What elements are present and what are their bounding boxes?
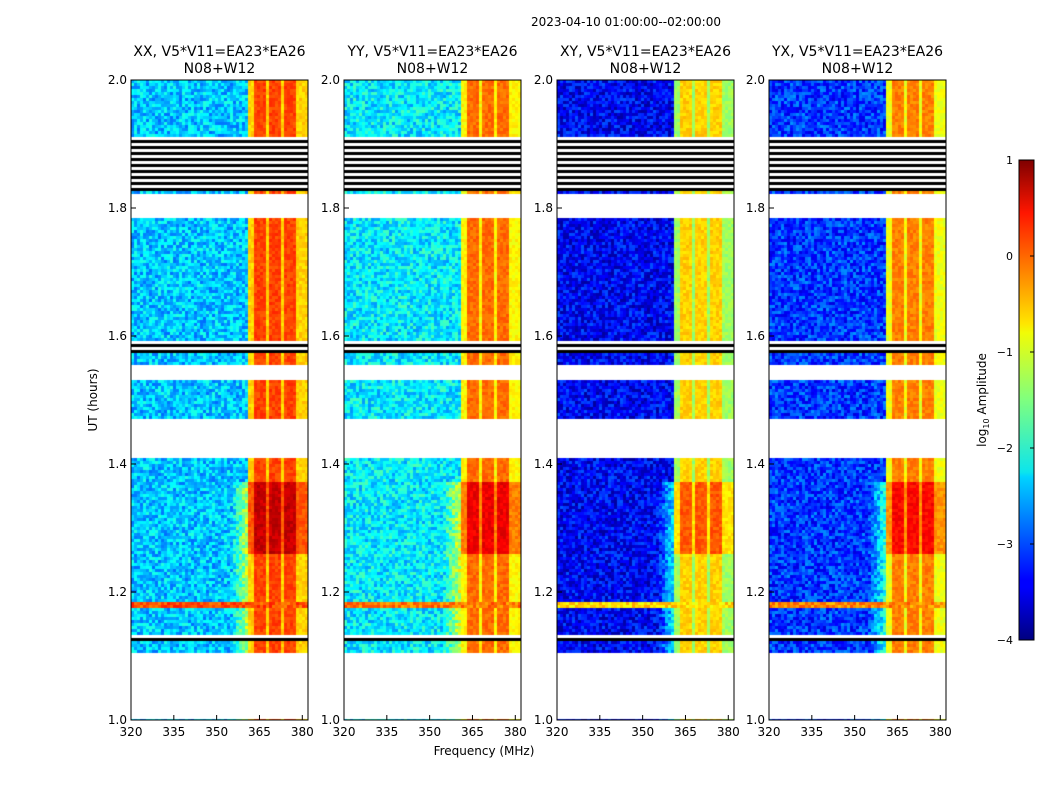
- x-tick-label: 350: [631, 725, 654, 739]
- panel-title-line1: YX, V5*V11=EA23*EA26: [771, 44, 943, 60]
- y-tick-label: 1.8: [108, 201, 127, 215]
- colorbar-ticks: 1 0 −1 −2 −3 −4: [997, 154, 1034, 647]
- y-tick-label: 2.0: [746, 73, 765, 87]
- colorbar-gradient: [1018, 159, 1035, 641]
- x-tick-label: 350: [418, 725, 441, 739]
- x-tick-label: 380: [504, 725, 527, 739]
- y-tick-label: 1.6: [746, 329, 765, 343]
- x-tick-label: 335: [162, 725, 185, 739]
- panel-title-line1: XX, V5*V11=EA23*EA26: [133, 44, 305, 60]
- heatmap-canvas-yx: [769, 80, 946, 720]
- colorbar-tick-label: −4: [997, 634, 1013, 647]
- y-tick-label: 1.0: [321, 713, 340, 727]
- x-tick-label: 320: [546, 725, 569, 739]
- y-tick-label: 1.6: [108, 329, 127, 343]
- y-tick-label: 1.2: [321, 585, 340, 599]
- y-tick-label: 1.4: [108, 457, 127, 471]
- panel-frame: [343, 79, 522, 721]
- y-tick-label: 1.6: [321, 329, 340, 343]
- heatmap-canvas-xx: [131, 80, 308, 720]
- x-tick-label: 350: [843, 725, 866, 739]
- y-tick-label: 1.8: [321, 201, 340, 215]
- x-tick-label: 365: [886, 725, 909, 739]
- y-axis-label: UT (hours): [86, 368, 100, 431]
- x-tick-label: 350: [205, 725, 228, 739]
- panel-title-line1: YY, V5*V11=EA23*EA26: [346, 44, 517, 60]
- colorbar-tick-label: −1: [997, 346, 1013, 359]
- heatmap-yy: [344, 80, 521, 720]
- x-tick-label: 365: [461, 725, 484, 739]
- x-tick-label: 335: [588, 725, 611, 739]
- colorbar-tick-label: −3: [997, 538, 1013, 551]
- colorbar-tick-label: 1: [1006, 154, 1013, 167]
- panel-title-line2: N08+W12: [184, 61, 256, 77]
- colorbar-label: log10 Amplitude: [975, 353, 991, 447]
- panel-title-line2: N08+W12: [610, 61, 682, 77]
- x-axis-label: Frequency (MHz): [434, 744, 535, 758]
- colorbar-label-suffix: Amplitude: [975, 353, 989, 418]
- x-tick-label: 365: [674, 725, 697, 739]
- x-tick-label: 380: [717, 725, 740, 739]
- colorbar-label-sub: 10: [982, 418, 991, 428]
- x-tick-label: 335: [800, 725, 823, 739]
- y-tick-label: 1.4: [534, 457, 553, 471]
- panel-frame: [130, 79, 309, 721]
- panel-frame: [768, 79, 947, 721]
- x-tick-label: 380: [929, 725, 952, 739]
- heatmap-yx: [769, 80, 946, 720]
- y-tick-label: 1.8: [746, 201, 765, 215]
- x-tick-label: 320: [120, 725, 143, 739]
- panel-title-line2: N08+W12: [822, 61, 894, 77]
- heatmap-canvas-yy: [344, 80, 521, 720]
- x-tick-label: 380: [291, 725, 314, 739]
- y-tick-label: 2.0: [534, 73, 553, 87]
- y-tick-label: 1.0: [534, 713, 553, 727]
- heatmap-xx: [131, 80, 308, 720]
- y-tick-label: 1.4: [746, 457, 765, 471]
- colorbar-tick-label: −2: [997, 442, 1013, 455]
- y-tick-label: 1.4: [321, 457, 340, 471]
- y-tick-label: 2.0: [108, 73, 127, 87]
- y-tick-label: 2.0: [321, 73, 340, 87]
- y-tick-label: 1.8: [534, 201, 553, 215]
- figure-suptitle: 2023-04-10 01:00:00--02:00:00: [531, 15, 721, 29]
- y-tick-label: 1.0: [746, 713, 765, 727]
- x-tick-label: 335: [375, 725, 398, 739]
- y-tick-label: 1.2: [534, 585, 553, 599]
- panel-title-line1: XY, V5*V11=EA23*EA26: [560, 44, 731, 60]
- y-tick-label: 1.0: [108, 713, 127, 727]
- heatmap-canvas-xy: [557, 80, 734, 720]
- panel-frame: [556, 79, 735, 721]
- y-tick-label: 1.6: [534, 329, 553, 343]
- heatmap-xy: [557, 80, 734, 720]
- colorbar: 10−1−2−3−4 log10 Amplitude: [975, 154, 1035, 647]
- y-tick-label: 1.2: [108, 585, 127, 599]
- x-tick-label: 365: [248, 725, 271, 739]
- x-tick-label: 320: [758, 725, 781, 739]
- colorbar-tick-label: 0: [1006, 250, 1013, 263]
- x-tick-label: 320: [333, 725, 356, 739]
- y-tick-label: 1.2: [746, 585, 765, 599]
- colorbar-label-prefix: log: [975, 429, 989, 447]
- panel-title-line2: N08+W12: [397, 61, 469, 77]
